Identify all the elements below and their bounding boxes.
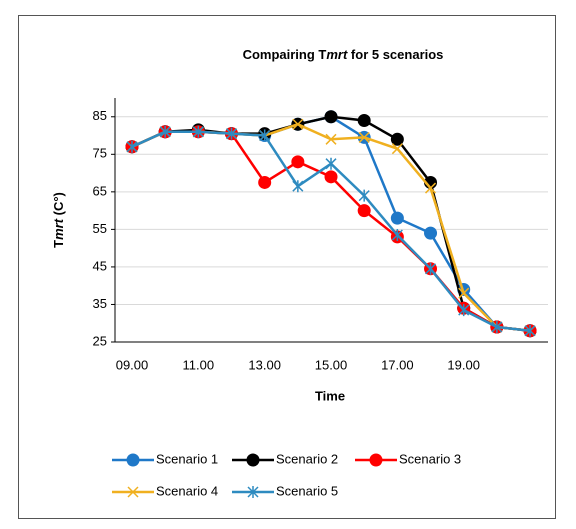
marker	[424, 226, 438, 240]
marker	[325, 157, 337, 170]
y-tick-label: 35	[93, 296, 107, 311]
y-tick-label: 45	[93, 258, 107, 273]
marker-shape	[424, 182, 437, 194]
marker-shape	[491, 320, 503, 333]
y-tick-label: 75	[93, 146, 107, 161]
marker-shape	[390, 211, 404, 225]
chart-title: Compairing Tmrt for 5 scenarios	[243, 47, 444, 62]
x-tick-label: 15.00	[315, 357, 348, 372]
x-tick-label: 19.00	[447, 357, 480, 372]
marker-shape	[357, 204, 371, 218]
marker-shape	[358, 131, 370, 143]
marker-shape	[324, 110, 338, 124]
x-tick-label: 13.00	[248, 357, 281, 372]
marker	[127, 486, 139, 498]
marker	[369, 453, 383, 467]
marker-shape	[369, 453, 383, 467]
label-part: T	[51, 240, 66, 248]
marker	[524, 324, 536, 337]
marker-shape	[192, 125, 204, 138]
marker	[458, 304, 470, 317]
title-part: Compairing T	[243, 47, 327, 62]
marker	[424, 182, 437, 194]
marker-shape	[458, 304, 470, 317]
marker-shape	[292, 180, 304, 193]
marker-shape	[391, 229, 403, 242]
marker-shape	[126, 453, 140, 467]
marker	[225, 127, 238, 140]
x-tick-label: 11.00	[183, 357, 215, 372]
marker-shape	[458, 287, 470, 299]
marker-shape	[524, 324, 536, 337]
marker	[358, 189, 370, 202]
x-axis-label: Time	[315, 388, 345, 403]
marker	[246, 453, 260, 467]
marker-shape	[225, 127, 238, 140]
y-tick-label: 85	[93, 108, 107, 123]
x-tick-label: 17.00	[381, 357, 414, 372]
marker-shape	[390, 132, 404, 146]
marker-shape	[325, 157, 337, 170]
marker	[126, 140, 138, 153]
legend-label: Scenario 2	[276, 451, 338, 466]
marker	[424, 262, 437, 275]
marker	[391, 229, 403, 242]
marker-shape	[126, 140, 138, 153]
marker	[391, 143, 403, 155]
y-tick-label: 65	[93, 183, 107, 198]
marker	[259, 129, 271, 142]
marker-shape	[159, 125, 171, 138]
y-axis-label: Tmrt (C°)	[51, 192, 66, 248]
legend-label: Scenario 4	[156, 483, 218, 498]
marker-shape	[127, 486, 139, 498]
marker	[247, 486, 259, 498]
marker-shape	[291, 155, 305, 169]
marker-shape	[325, 133, 337, 145]
marker-shape	[247, 486, 259, 498]
y-tick-label: 25	[93, 333, 107, 348]
marker-shape	[391, 143, 403, 155]
marker	[357, 114, 371, 128]
marker-shape	[424, 262, 437, 275]
marker	[159, 125, 171, 138]
marker	[491, 320, 503, 333]
marker-shape	[358, 189, 370, 202]
marker	[458, 287, 470, 299]
x-tick-label: 09.00	[116, 357, 149, 372]
legend-label: Scenario 5	[276, 483, 338, 498]
marker	[126, 453, 140, 467]
y-tick-label: 55	[93, 221, 107, 236]
marker	[358, 131, 370, 143]
marker	[357, 204, 371, 218]
legend-label: Scenario 1	[156, 451, 218, 466]
marker	[390, 132, 404, 146]
marker-shape	[324, 170, 338, 184]
marker	[325, 133, 337, 145]
marker-shape	[357, 114, 371, 128]
marker-shape	[258, 175, 272, 189]
label-part: mrt	[51, 218, 66, 240]
title-part: for 5 scenarios	[347, 47, 443, 62]
marker	[324, 170, 338, 184]
marker-shape	[424, 226, 438, 240]
marker-shape	[246, 453, 260, 467]
marker	[292, 118, 304, 130]
marker	[192, 125, 204, 138]
marker	[390, 211, 404, 225]
marker	[291, 155, 305, 169]
marker	[324, 110, 338, 124]
marker-shape	[292, 118, 304, 130]
legend-label: Scenario 3	[399, 451, 461, 466]
title-part: mrt	[326, 47, 348, 62]
label-part: (C°)	[51, 192, 66, 219]
marker	[258, 175, 272, 189]
marker-shape	[259, 129, 271, 142]
marker	[292, 180, 304, 193]
